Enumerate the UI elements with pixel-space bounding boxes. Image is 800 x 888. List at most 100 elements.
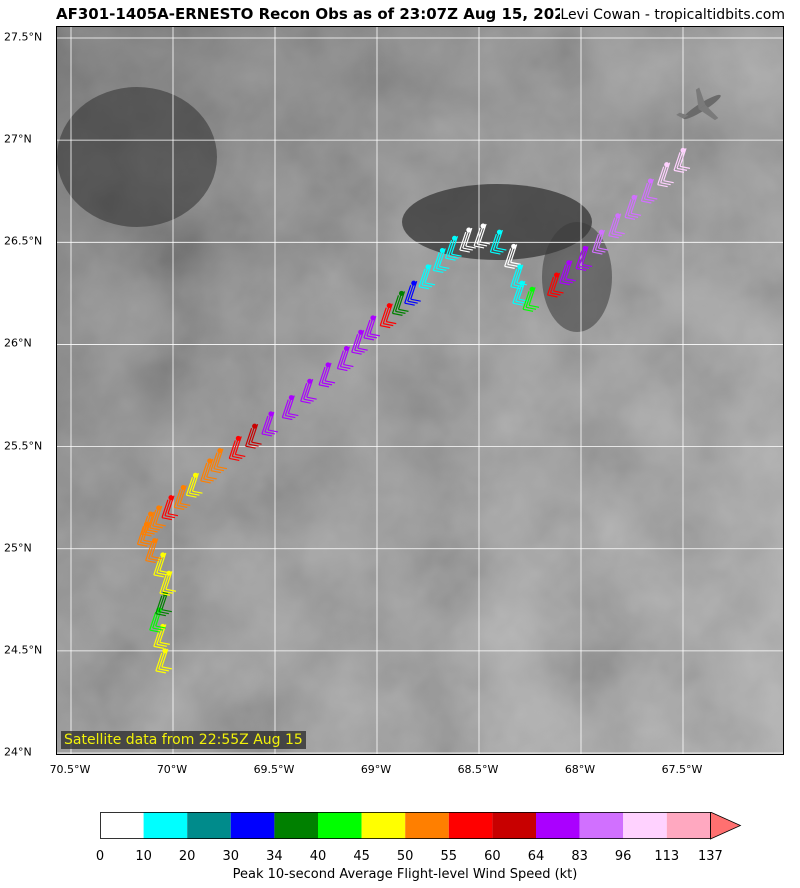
wind-barb (155, 648, 172, 674)
wind-barb (153, 552, 170, 578)
lon-tick-label: 67.5°W (661, 763, 703, 776)
wind-barb (444, 235, 462, 261)
colorbar-segment (579, 812, 624, 839)
lon-tick-label: 69°W (360, 763, 392, 776)
wind-barb (404, 280, 421, 306)
dark-cloud-band (542, 222, 612, 332)
colorbar-tick-label: 20 (178, 849, 196, 864)
colorbar-segment (536, 812, 580, 839)
colorbar-tick-label: 60 (484, 849, 501, 864)
flight-track (136, 147, 691, 674)
wind-barb (228, 435, 246, 462)
colorbar-label: Peak 10-second Average Flight-level Wind… (232, 867, 578, 882)
lat-tick-label: 24°N (4, 745, 32, 759)
wind-barb (379, 303, 397, 329)
dark-cloud-band (402, 184, 592, 260)
lat-tick-label: 24.5°N (4, 643, 43, 657)
lat-tick-label: 26.5°N (4, 234, 43, 248)
colorbar-tick-label: 45 (353, 849, 370, 864)
wind-barb (336, 346, 354, 372)
chart-title: AF301-1405A-ERNESTO Recon Obs as of 23:0… (56, 5, 576, 23)
colorbar-tick-label: 10 (135, 849, 152, 864)
colorbar-segment (405, 812, 449, 839)
wind-barb (391, 290, 409, 316)
wind-barb (185, 472, 203, 498)
wind-barb (210, 448, 228, 474)
wind-barb (546, 272, 564, 298)
colorbar-tick-label: 34 (266, 849, 283, 864)
colorbar-segment (187, 812, 231, 839)
lon-tick-label: 70°W (156, 763, 188, 776)
wind-barb (300, 378, 317, 404)
wind-barb (418, 264, 436, 290)
colorbar-tick-label: 55 (440, 849, 458, 864)
colorbar-segment (448, 812, 493, 839)
wind-speed-colorbar (100, 812, 742, 840)
colorbar-outline (100, 812, 711, 839)
wind-barb (161, 495, 179, 521)
wind-barb (281, 395, 299, 421)
colorbar-segment (666, 812, 711, 839)
wind-barb (522, 286, 540, 312)
wind-barb (608, 213, 625, 239)
wind-barb (261, 411, 279, 437)
colorbar-tick-label: 0 (95, 849, 105, 864)
wind-barb (575, 245, 593, 272)
colorbar-segment (492, 812, 536, 839)
wind-barb (673, 147, 691, 173)
colorbar-tick-label: 137 (697, 849, 723, 864)
lon-tick-label: 70.5°W (49, 763, 91, 776)
wind-barb (136, 521, 154, 547)
wind-barb (245, 423, 262, 449)
dark-cloud-band (57, 87, 217, 227)
wind-barb (351, 329, 368, 355)
colorbar-segment (100, 812, 144, 839)
lat-tick-label: 25.5°N (4, 439, 43, 453)
graticule (57, 27, 783, 754)
wind-barb (145, 538, 162, 564)
colorbar-extend-arrow (710, 812, 742, 840)
wind-barb (459, 227, 476, 253)
colorbar-tick-label: 96 (614, 849, 632, 864)
wind-barb (624, 194, 642, 220)
colorbar-tick-label: 40 (309, 849, 327, 864)
aircraft-icon (676, 87, 721, 121)
lat-tick-label: 27.5°N (4, 30, 43, 44)
lon-tick-label: 68.5°W (457, 763, 499, 776)
colorbar-segment (230, 812, 275, 839)
wind-barb (559, 260, 576, 286)
colorbar-tick-label: 64 (527, 849, 545, 864)
wind-barb (512, 280, 529, 306)
wind-barb (149, 505, 166, 531)
colorbar-tick-label: 30 (222, 849, 240, 864)
satellite-timestamp: Satellite data from 22:55Z Aug 15 (61, 731, 306, 749)
colorbar-tick-label: 50 (396, 849, 414, 864)
wind-barb (149, 607, 166, 633)
lon-tick-label: 68°W (564, 763, 596, 776)
colorbar-segment (274, 812, 318, 839)
wind-barb (318, 362, 336, 388)
wind-barb (473, 223, 491, 249)
wind-barb (504, 243, 521, 269)
colorbar-segment (143, 812, 188, 839)
satellite-map[interactable] (56, 26, 784, 755)
colorbar-tick-label: 113 (654, 849, 680, 864)
colorbar-segment (318, 812, 362, 839)
wind-barb (432, 247, 450, 274)
lat-tick-label: 25°N (4, 541, 32, 555)
credit-text: Levi Cowan - tropicaltidbits.com (560, 7, 785, 23)
wind-barb (489, 229, 507, 255)
colorbar-segment (361, 812, 406, 839)
colorbar-segment (623, 812, 667, 839)
wind-barb (640, 178, 658, 204)
wind-barb (591, 229, 609, 255)
lat-tick-label: 26°N (4, 336, 32, 350)
wind-barb (363, 315, 381, 341)
colorbar-tick-label: 83 (571, 849, 588, 864)
lat-tick-label: 27°N (4, 132, 32, 146)
wind-barb (200, 458, 217, 484)
wind-barb (657, 162, 674, 188)
wind-barb (173, 484, 191, 511)
wind-barb (140, 511, 158, 537)
lon-tick-label: 69.5°W (253, 763, 295, 776)
